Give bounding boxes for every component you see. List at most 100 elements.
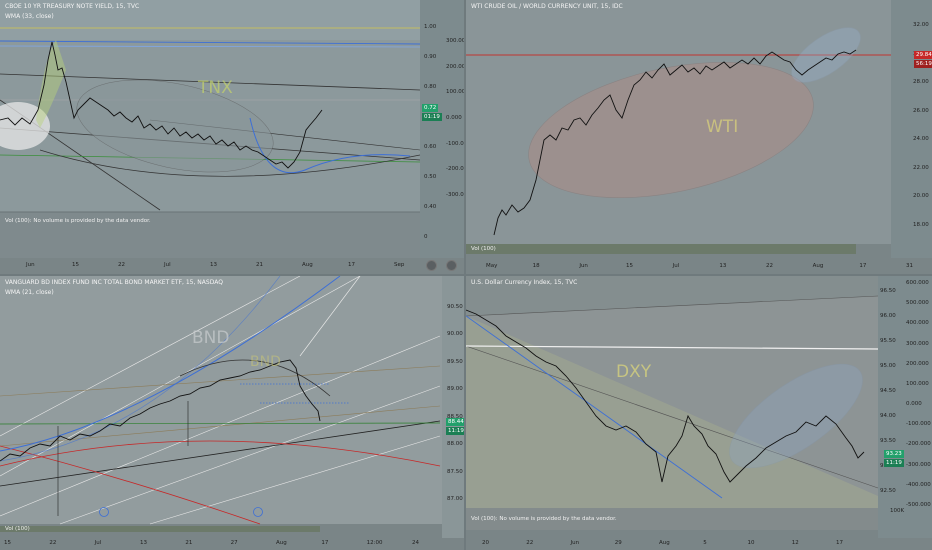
wti-time-tick: May xyxy=(486,263,498,269)
dxy-price-tick: 92.50 xyxy=(880,488,896,494)
dxy-indicator-tick: -100.000 xyxy=(906,421,931,428)
dxy-price-badge: 93.23 xyxy=(884,450,904,458)
wti-price-tick: 28.00 xyxy=(913,79,929,86)
dxy-price-tick: 93.50 xyxy=(880,438,896,444)
dxy-vol: Vol (100): No volume is provided by the … xyxy=(471,516,617,522)
dxy-time-tick: 12 xyxy=(791,540,799,546)
bnd-time-tick: 24 xyxy=(412,540,419,546)
wti-time-tick: 18 xyxy=(532,263,540,269)
wti-time-tick: 17 xyxy=(859,263,867,269)
dxy-indicator-tick: -200.000 xyxy=(906,441,931,448)
tnx-indicator-tick: 300.000 xyxy=(446,38,464,44)
wti-vol: Vol (100) xyxy=(471,246,496,252)
tnx-vol: Vol (100): No volume is provided by the … xyxy=(5,218,151,224)
tnx-price-tick: 0.90 xyxy=(424,54,437,60)
wti-time-badge: 56:19 xyxy=(914,60,932,68)
wti-price-badge: 29.84 xyxy=(914,51,932,59)
dxy-price-tick: 94.50 xyxy=(880,388,896,394)
dxy-indicator-tick: -300.000 xyxy=(906,461,931,468)
bnd-time-tick: 12:00 xyxy=(366,540,383,546)
bnd-price-tick: 89.50 xyxy=(447,358,463,365)
dxy-indicator-tick: 600.000 xyxy=(906,280,929,286)
bnd-price-tick: 89.00 xyxy=(447,386,463,393)
dxy-vol-tick: 100K xyxy=(890,508,905,514)
tnx-label: TNX xyxy=(198,78,233,98)
tnx-time-tick: 17 xyxy=(348,262,355,268)
wti-title: WTI CRUDE OIL / WORLD CURRENCY UNIT, 15,… xyxy=(471,3,623,10)
bnd-price-tick: 87.50 xyxy=(447,468,463,475)
dxy-indicator-tick: 100.000 xyxy=(906,380,929,387)
dxy-indicator-tick: 300.000 xyxy=(906,340,929,347)
tnx-indicator-tick: 200.000 xyxy=(446,63,464,70)
tnx-indicator-tick: 0.000 xyxy=(446,115,462,121)
wti-time-tick: Jun xyxy=(579,263,588,269)
dxy-time-tick: 20 xyxy=(482,540,489,546)
tnx-time-tick: 13 xyxy=(210,262,217,268)
pane-dxy: U.S. Dollar Currency Index, 15, TVC DXY … xyxy=(466,276,932,550)
tnx-time-tick: 15 xyxy=(72,262,79,268)
bnd-vol: Vol (100) xyxy=(5,526,30,532)
tnx-indicator-tick: -200.000 xyxy=(446,166,464,173)
wti-label: WTI xyxy=(706,117,739,137)
tnx-scale-button[interactable] xyxy=(426,260,437,271)
tnx-indicator-tick: -300.000 xyxy=(446,192,464,198)
bnd-time-tick: Aug xyxy=(276,540,287,546)
dxy-time-tick: Aug xyxy=(659,540,670,546)
tnx-title: CBOE 10 YR TREASURY NOTE YIELD, 15, TVC xyxy=(5,3,140,10)
dxy-time-tick: 22 xyxy=(526,540,534,546)
wti-time-tick: Aug xyxy=(812,263,824,269)
bnd-price-tick: 90.50 xyxy=(447,304,463,310)
tnx-price-tick: 0.40 xyxy=(424,204,437,210)
wti-chart-svg xyxy=(466,0,932,258)
tnx-price-tick: 0.80 xyxy=(424,84,437,90)
tnx-time-tick: Jul xyxy=(164,262,171,268)
tnx-price-tick: 0 xyxy=(424,234,428,240)
wti-time-tick: 31 xyxy=(906,263,913,269)
bnd-price-tick: 88.00 xyxy=(447,441,463,448)
bnd-time-tick: 15 xyxy=(4,540,11,546)
dxy-time-tick: 10 xyxy=(747,540,755,546)
bnd-time-badge: 11:19 xyxy=(446,427,464,435)
tnx-chart-svg xyxy=(0,0,464,258)
dxy-time-badge: 11:19 xyxy=(884,459,904,467)
dxy-price-tick: 95.00 xyxy=(880,363,896,369)
tnx-indicator-tick: -100.000 xyxy=(446,140,464,147)
wti-price-tick: 24.00 xyxy=(913,136,929,143)
bnd-time-tick: Jul xyxy=(94,540,102,546)
bnd-price-tick: 87.00 xyxy=(447,496,463,502)
bnd-price-badge: 88.44 xyxy=(446,418,464,426)
dxy-price-tick: 95.50 xyxy=(880,338,896,344)
tnx-time-tick: Sep xyxy=(394,262,405,268)
dxy-indicator-tick: 500.000 xyxy=(906,300,929,307)
tnx-time-tick: Jun xyxy=(26,262,35,268)
wti-price-tick: 26.00 xyxy=(913,107,929,114)
bnd-title: VANGUARD BD INDEX FUND INC TOTAL BOND MA… xyxy=(5,279,223,286)
bnd-chart-svg xyxy=(0,276,464,538)
bnd-price-tick: 90.00 xyxy=(447,331,463,338)
bnd-time-tick: 22 xyxy=(49,540,57,546)
bnd-subtitle: WMA (21, close) xyxy=(5,289,54,296)
wti-time-tick: 15 xyxy=(626,263,633,269)
dxy-label: DXY xyxy=(616,362,652,382)
tnx-time-tick: 21 xyxy=(256,262,263,268)
tnx-price-tick: 0.50 xyxy=(424,174,437,180)
wti-price-tick: 18.00 xyxy=(913,222,929,228)
tnx-price-badge: 0.72 xyxy=(422,104,439,112)
wti-price-tick: 32.00 xyxy=(913,22,929,28)
dxy-time-tick: Jun xyxy=(570,540,580,546)
dxy-indicator-tick: -400.000 xyxy=(906,481,931,488)
dxy-price-tick: 96.00 xyxy=(880,313,896,319)
bnd-time-tick: 13 xyxy=(140,540,147,546)
pane-wti: WTI CRUDE OIL / WORLD CURRENCY UNIT, 15,… xyxy=(466,0,932,274)
bnd-time-tick: 17 xyxy=(321,540,329,546)
dxy-indicator-tick: -500.000 xyxy=(906,502,931,508)
tnx-indicator-tick: 100.000 xyxy=(446,89,464,96)
wti-time-tick: 13 xyxy=(719,263,727,269)
dxy-price-tick: 94.00 xyxy=(880,413,896,419)
dxy-chart-svg xyxy=(466,276,932,538)
wti-time-tick: 22 xyxy=(766,263,773,269)
dxy-indicator-tick: 400.000 xyxy=(906,320,929,327)
dxy-time-tick: 5 xyxy=(703,540,707,546)
tnx-settings-button[interactable] xyxy=(446,260,457,271)
bnd-label-secondary: BND xyxy=(250,354,281,370)
